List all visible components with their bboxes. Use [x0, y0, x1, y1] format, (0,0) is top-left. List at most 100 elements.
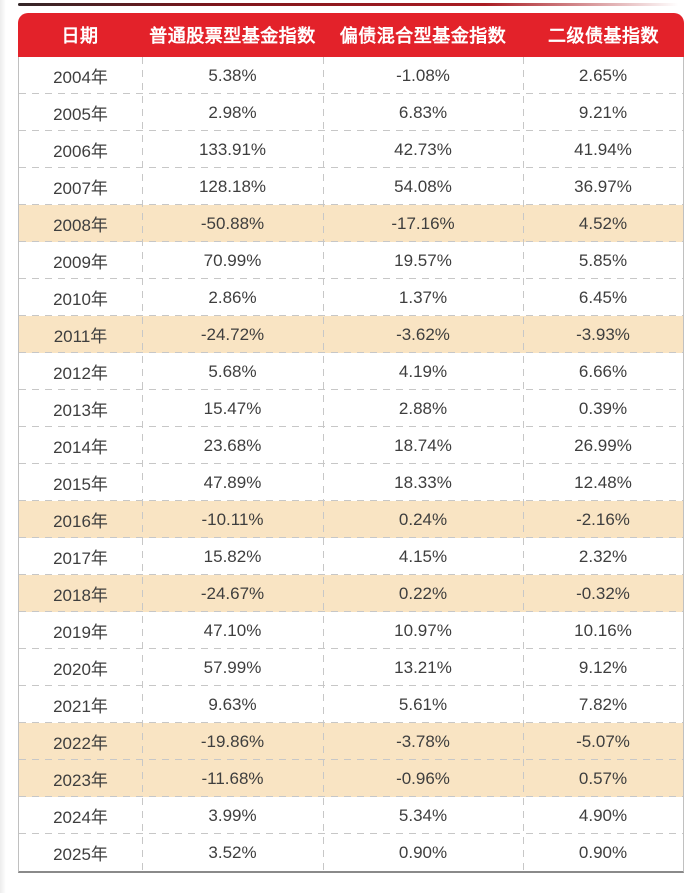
table-row: 2017年 15.82% 4.15% 2.32%	[19, 538, 683, 575]
year-cell: 2025年	[53, 845, 108, 864]
secondary-bond-value-cell: 2.65%	[578, 65, 628, 85]
hybrid-fund-value-cell: 5.61%	[398, 694, 448, 714]
column-divider	[142, 57, 143, 871]
equity-fund-value-cell: -24.72%	[200, 324, 265, 344]
table-row: 2010年 2.86% 1.37% 6.45%	[19, 279, 683, 316]
year-cell: 2009年	[53, 253, 108, 272]
table-row: 2008年 -50.88% -17.16% 4.52%	[19, 205, 683, 242]
table-row: 2020年 57.99% 13.21% 9.12%	[19, 649, 683, 686]
secondary-bond-value-cell: 0.39%	[578, 398, 628, 418]
hybrid-fund-value-cell: -0.96%	[396, 768, 450, 788]
table-row: 2018年 -24.67% 0.22% -0.32%	[19, 575, 683, 612]
table-body: 2004年 5.38% -1.08% 2.65% 2005年 2.98% 6.8…	[18, 57, 684, 873]
secondary-bond-value-cell: 6.45%	[578, 287, 628, 307]
year-cell: 2008年	[53, 216, 108, 235]
table-row: 2014年 23.68% 18.74% 26.99%	[19, 427, 683, 464]
equity-fund-value-cell: 47.10%	[203, 620, 262, 640]
header-cell-date: 日期	[61, 26, 99, 46]
year-cell: 2018年	[53, 586, 108, 605]
equity-fund-value-cell: 57.99%	[203, 657, 262, 677]
column-divider	[523, 57, 524, 871]
hybrid-fund-value-cell: 18.74%	[394, 435, 452, 455]
equity-fund-value-cell: 133.91%	[198, 139, 267, 159]
equity-fund-value-cell: 3.52%	[208, 842, 257, 862]
secondary-bond-value-cell: 9.12%	[578, 657, 628, 677]
table-row: 2012年 5.68% 4.19% 6.66%	[19, 353, 683, 390]
secondary-bond-value-cell: 12.48%	[574, 472, 632, 492]
hybrid-fund-value-cell: 6.83%	[398, 102, 448, 122]
secondary-bond-value-cell: 5.85%	[578, 250, 628, 270]
equity-fund-value-cell: 70.99%	[203, 250, 262, 270]
secondary-bond-value-cell: 10.16%	[574, 620, 632, 640]
secondary-bond-value-cell: 36.97%	[574, 176, 632, 196]
table-header-row: 日期 普通股票型基金指数 偏债混合型基金指数 二级债基指数	[18, 13, 684, 57]
equity-fund-value-cell: -50.88%	[200, 213, 265, 233]
page-edge-shading	[0, 0, 6, 893]
year-cell: 2010年	[53, 290, 108, 309]
table-row: 2013年 15.47% 2.88% 0.39%	[19, 390, 683, 427]
hybrid-fund-value-cell: 4.15%	[398, 546, 448, 566]
year-cell: 2012年	[53, 364, 108, 383]
hybrid-fund-value-cell: 0.24%	[398, 509, 448, 529]
year-cell: 2016年	[53, 512, 108, 531]
hybrid-fund-value-cell: 54.08%	[394, 176, 452, 196]
secondary-bond-value-cell: 6.66%	[578, 361, 628, 381]
header-cell-secondary-bond-index: 二级债基指数	[548, 26, 659, 46]
equity-fund-value-cell: 128.18%	[198, 176, 267, 196]
secondary-bond-value-cell: 7.82%	[578, 694, 628, 714]
equity-fund-value-cell: 23.68%	[203, 435, 262, 455]
hybrid-fund-value-cell: 10.97%	[394, 620, 452, 640]
equity-fund-value-cell: 5.68%	[208, 361, 257, 381]
hybrid-fund-value-cell: 1.37%	[398, 287, 448, 307]
secondary-bond-value-cell: 0.57%	[578, 768, 628, 788]
fund-index-table: 日期 普通股票型基金指数 偏债混合型基金指数 二级债基指数 2004年 5.38…	[18, 13, 684, 873]
hybrid-fund-value-cell: 0.90%	[398, 842, 448, 862]
hybrid-fund-value-cell: 18.33%	[394, 472, 452, 492]
secondary-bond-value-cell: 0.90%	[578, 842, 628, 862]
hybrid-fund-value-cell: -1.08%	[396, 65, 450, 85]
header-cell-bond-biased-hybrid-index: 偏债混合型基金指数	[339, 26, 507, 46]
table-row: 2023年 -11.68% -0.96% 0.57%	[19, 760, 683, 797]
table-row: 2004年 5.38% -1.08% 2.65%	[19, 57, 683, 94]
secondary-bond-value-cell: 26.99%	[574, 435, 632, 455]
table-row: 2005年 2.98% 6.83% 9.21%	[19, 94, 683, 131]
equity-fund-value-cell: -19.86%	[200, 731, 265, 751]
top-accent-line	[18, 3, 685, 6]
equity-fund-value-cell: -10.11%	[201, 509, 264, 529]
secondary-bond-value-cell: 9.21%	[578, 102, 628, 122]
hybrid-fund-value-cell: 13.21%	[394, 657, 452, 677]
equity-fund-value-cell: 3.99%	[208, 805, 257, 825]
equity-fund-value-cell: -11.68%	[201, 768, 264, 788]
hybrid-fund-value-cell: -17.16%	[391, 213, 455, 233]
table-row: 2006年 133.91% 42.73% 41.94%	[19, 131, 683, 168]
year-cell: 2024年	[53, 808, 108, 827]
hybrid-fund-value-cell: 0.22%	[398, 583, 448, 603]
equity-fund-value-cell: -24.67%	[200, 583, 265, 603]
equity-fund-value-cell: 15.47%	[203, 398, 262, 418]
hybrid-fund-value-cell: -3.62%	[396, 324, 450, 344]
equity-fund-value-cell: 2.98%	[208, 102, 257, 122]
year-cell: 2007年	[53, 179, 108, 198]
hybrid-fund-value-cell: 5.34%	[398, 805, 448, 825]
equity-fund-value-cell: 47.89%	[203, 472, 262, 492]
table-row: 2024年 3.99% 5.34% 4.90%	[19, 797, 683, 834]
secondary-bond-value-cell: 2.32%	[578, 546, 628, 566]
year-cell: 2020年	[53, 660, 108, 679]
table-row: 2019年 47.10% 10.97% 10.16%	[19, 612, 683, 649]
table-row: 2015年 47.89% 18.33% 12.48%	[19, 464, 683, 501]
equity-fund-value-cell: 9.63%	[208, 694, 257, 714]
hybrid-fund-value-cell: 4.19%	[398, 361, 448, 381]
column-divider	[323, 57, 324, 871]
secondary-bond-value-cell: -3.93%	[576, 324, 630, 344]
secondary-bond-value-cell: -0.32%	[576, 583, 630, 603]
year-cell: 2017年	[53, 549, 108, 568]
hybrid-fund-value-cell: -3.78%	[396, 731, 450, 751]
secondary-bond-value-cell: 4.52%	[578, 213, 628, 233]
year-cell: 2015年	[53, 475, 108, 494]
table-row: 2007年 128.18% 54.08% 36.97%	[19, 168, 683, 205]
year-cell: 2023年	[53, 771, 108, 790]
table-row: 2025年 3.52% 0.90% 0.90%	[19, 834, 683, 871]
secondary-bond-value-cell: -2.16%	[576, 509, 630, 529]
table-row: 2011年 -24.72% -3.62% -3.93%	[19, 316, 683, 353]
